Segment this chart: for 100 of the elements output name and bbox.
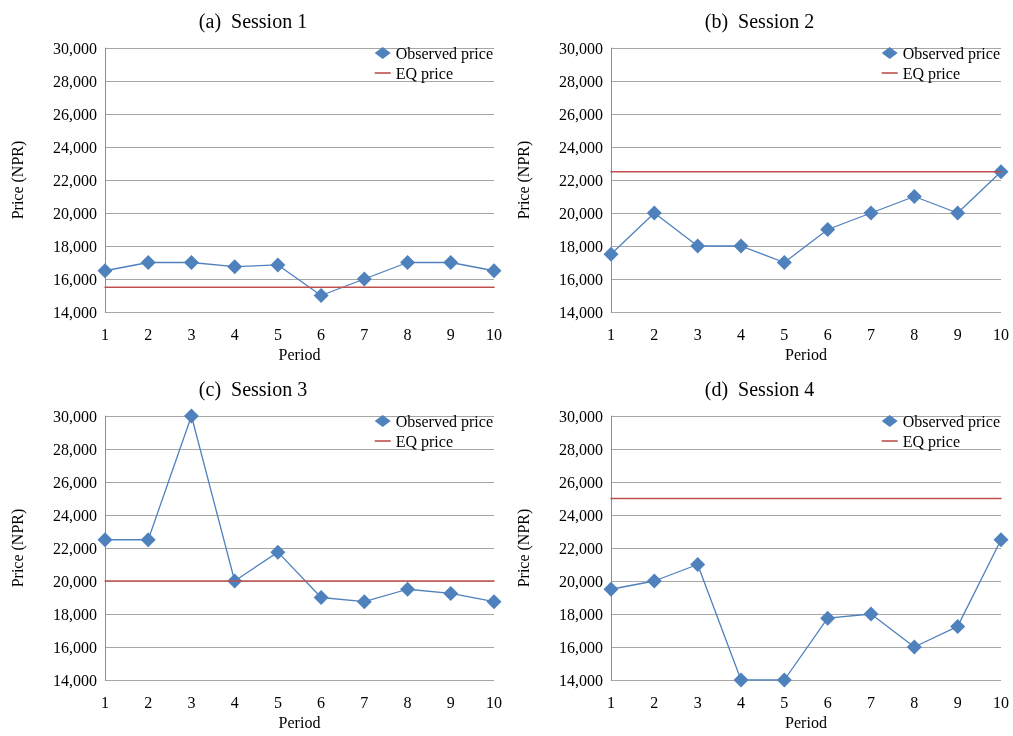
x-tick-label: 1	[607, 693, 615, 711]
x-tick-label: 7	[867, 325, 875, 343]
x-tick-label: 3	[187, 325, 196, 343]
x-tick-label: 1	[607, 325, 615, 343]
y-axis-title: Price (NPR)	[8, 140, 27, 220]
point	[183, 255, 199, 270]
x-tick-label: 8	[910, 325, 919, 343]
x-tick-label: 10	[486, 325, 502, 343]
point	[486, 263, 502, 279]
y-tick-label: 26,000	[53, 473, 97, 491]
point	[863, 606, 879, 622]
y-tick-label: 28,000	[53, 440, 97, 458]
point	[603, 581, 619, 597]
y-tick-label: 18,000	[53, 605, 97, 623]
y-tick-label: 24,000	[53, 138, 97, 156]
y-tick-label: 16,000	[559, 270, 603, 288]
chart-title: (b) Session 2	[704, 10, 815, 33]
point	[733, 238, 749, 254]
legend-label: EQ price	[395, 64, 454, 83]
y-tick-label: 14,000	[53, 671, 97, 689]
y-tick-label: 24,000	[559, 138, 603, 156]
point	[97, 532, 113, 548]
y-tick-label: 30,000	[559, 407, 603, 425]
y-tick-label: 26,000	[53, 105, 97, 123]
y-tick-label: 28,000	[559, 440, 603, 458]
y-axis-title: Price (NPR)	[514, 508, 533, 588]
chart-title: (d) Session 4	[704, 378, 815, 401]
point	[820, 222, 836, 237]
x-tick-label: 6	[823, 325, 832, 343]
y-tick-label: 20,000	[559, 204, 603, 222]
point	[646, 573, 662, 589]
point	[486, 594, 502, 610]
x-tick-label: 7	[360, 693, 369, 711]
y-tick-label: 26,000	[559, 473, 603, 491]
point	[863, 205, 879, 221]
y-tick-label: 22,000	[559, 171, 603, 189]
x-tick-label: 1	[101, 693, 109, 711]
point	[140, 532, 156, 548]
x-tick-label: 1	[101, 325, 109, 343]
y-tick-label: 16,000	[53, 638, 97, 656]
x-tick-label: 10	[993, 693, 1009, 711]
y-tick-label: 28,000	[53, 72, 97, 90]
x-tick-label: 4	[230, 693, 239, 711]
x-tick-label: 4	[737, 693, 745, 711]
point	[776, 672, 792, 688]
legend-label: Observed price	[902, 44, 1001, 63]
y-tick-label: 24,000	[53, 506, 97, 524]
y-tick-label: 16,000	[53, 270, 97, 288]
x-tick-label: 2	[650, 693, 659, 711]
point	[906, 189, 922, 204]
legend-label: EQ price	[902, 432, 961, 451]
x-tick-label: 10	[993, 325, 1009, 343]
y-tick-label: 30,000	[559, 39, 603, 57]
x-tick-label: 8	[910, 693, 919, 711]
y-tick-label: 20,000	[559, 572, 603, 590]
point	[313, 288, 329, 303]
x-tick-label: 6	[317, 325, 326, 343]
y-tick-label: 22,000	[559, 539, 603, 557]
point	[776, 255, 792, 270]
point	[646, 205, 662, 221]
x-axis-title: Period	[278, 714, 321, 732]
x-tick-label: 4	[737, 325, 745, 343]
point	[140, 255, 156, 270]
point	[690, 557, 706, 572]
x-tick-label: 2	[650, 325, 659, 343]
x-tick-label: 8	[403, 325, 412, 343]
chart-title: (a) Session 1	[198, 10, 308, 33]
point	[356, 271, 372, 287]
x-tick-label: 3	[693, 693, 702, 711]
y-axis-title: Price (NPR)	[8, 508, 27, 588]
chart-title: (c) Session 3	[198, 378, 308, 401]
point	[270, 257, 286, 273]
y-tick-label: 18,000	[559, 605, 603, 623]
y-tick-label: 18,000	[559, 237, 603, 255]
x-tick-label: 6	[317, 693, 326, 711]
point	[227, 259, 243, 275]
x-tick-label: 9	[953, 693, 962, 711]
y-tick-label: 28,000	[559, 72, 603, 90]
legend-label: Observed price	[902, 412, 1001, 431]
point	[183, 408, 199, 424]
x-tick-label: 5	[780, 693, 789, 711]
point	[993, 532, 1009, 548]
y-tick-label: 26,000	[559, 105, 603, 123]
y-tick-label: 14,000	[53, 303, 97, 321]
y-tick-label: 22,000	[53, 539, 97, 557]
x-tick-label: 2	[144, 693, 153, 711]
point	[443, 585, 459, 601]
x-tick-label: 9	[446, 693, 455, 711]
point	[97, 263, 113, 279]
point	[603, 246, 619, 262]
point	[690, 238, 706, 254]
y-tick-label: 14,000	[559, 671, 603, 689]
x-tick-label: 9	[446, 325, 455, 343]
point	[400, 255, 416, 270]
point	[906, 639, 922, 655]
point	[356, 594, 372, 610]
y-tick-label: 16,000	[559, 638, 603, 656]
point	[950, 205, 966, 221]
x-tick-label: 6	[823, 693, 832, 711]
x-tick-label: 2	[144, 325, 153, 343]
